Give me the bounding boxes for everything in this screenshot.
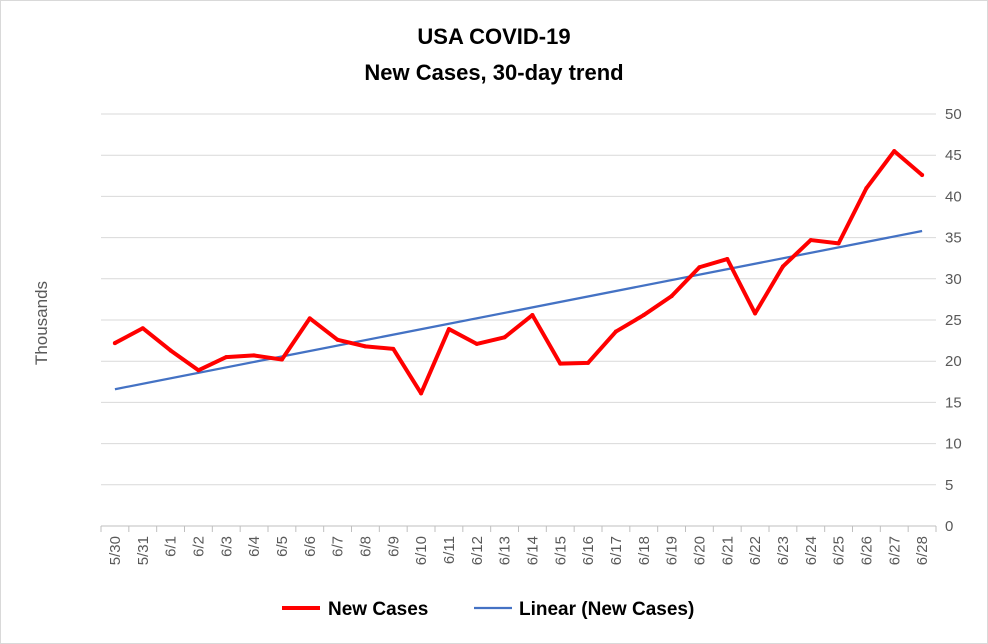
- y-tick-label: 5: [945, 477, 953, 494]
- data-point-new-cases: [279, 357, 284, 362]
- x-tick-label: 6/15: [552, 536, 569, 565]
- trendline-linear: [114, 229, 923, 391]
- data-point-new-cases: [558, 361, 563, 366]
- legend-label-linear-trend: Linear (New Cases): [519, 599, 694, 620]
- x-tick-label: 6/22: [747, 536, 764, 565]
- data-point-new-cases: [697, 265, 702, 270]
- data-point-new-cases: [892, 149, 897, 154]
- y-axis-tick-labels: 0 5 10 15 20 25 30 35 40 45 50: [945, 106, 962, 535]
- y-tick-label: 35: [945, 230, 962, 247]
- x-tick-label: 6/24: [803, 536, 820, 565]
- x-tick-label: 6/13: [497, 536, 514, 565]
- x-tick-label: 6/28: [914, 536, 931, 565]
- data-point-new-cases: [363, 344, 368, 349]
- data-point-new-cases: [140, 326, 145, 331]
- data-point-new-cases: [530, 313, 535, 318]
- y-tick-label: 45: [945, 147, 962, 164]
- y-tick-label: 15: [945, 394, 962, 411]
- x-tick-label: 6/19: [664, 536, 681, 565]
- data-point-new-cases: [252, 353, 257, 358]
- data-point-new-cases: [335, 337, 340, 342]
- data-point-new-cases: [586, 360, 591, 365]
- y-tick-label: 0: [945, 518, 953, 535]
- x-tick-label: 6/18: [636, 536, 653, 565]
- series-group: [112, 149, 925, 396]
- x-tick-label: 6/21: [719, 536, 736, 565]
- y-axis-title: Thousands: [32, 281, 51, 365]
- data-point-new-cases: [474, 341, 479, 346]
- data-point-new-cases: [864, 186, 869, 191]
- y-tick-label: 10: [945, 436, 962, 453]
- y-tick-label: 30: [945, 271, 962, 288]
- data-point-new-cases: [780, 264, 785, 269]
- x-tick-label: 6/2: [190, 536, 207, 557]
- x-tick-label: 6/14: [524, 536, 541, 565]
- x-tick-label: 6/25: [831, 536, 848, 565]
- x-tick-label: 6/12: [469, 536, 486, 565]
- data-point-new-cases: [224, 355, 229, 360]
- x-tick-label: 6/5: [274, 536, 291, 557]
- x-tick-label: 6/26: [858, 536, 875, 565]
- data-point-new-cases: [112, 341, 117, 346]
- x-tick-label: 6/6: [302, 536, 319, 557]
- y-tick-label: 20: [945, 353, 962, 370]
- x-tick-label: 6/8: [357, 536, 374, 557]
- data-point-new-cases: [391, 346, 396, 351]
- data-point-new-cases: [641, 313, 646, 318]
- data-point-new-cases: [753, 311, 758, 316]
- x-tick-label: 5/30: [107, 536, 124, 565]
- x-tick-label: 6/4: [246, 536, 263, 557]
- x-tick-label: 6/3: [218, 536, 235, 557]
- x-tick-label: 6/9: [385, 536, 402, 557]
- data-point-new-cases: [725, 257, 730, 262]
- data-point-new-cases: [613, 329, 618, 334]
- data-point-new-cases: [502, 335, 507, 340]
- data-point-new-cases: [920, 172, 925, 177]
- legend-label-new-cases: New Cases: [328, 599, 428, 620]
- data-point-new-cases: [669, 294, 674, 299]
- x-tick-label: 6/1: [163, 536, 180, 557]
- data-point-new-cases: [808, 238, 813, 243]
- x-tick-label: 6/7: [330, 536, 347, 557]
- chart-title-line-2: New Cases, 30-day trend: [364, 60, 623, 85]
- chart-title-line-1: USA COVID-19: [417, 24, 570, 49]
- data-point-new-cases: [836, 241, 841, 246]
- gridlines: [101, 113, 936, 486]
- data-point-new-cases: [446, 327, 451, 332]
- x-tick-label: 6/16: [580, 536, 597, 565]
- data-point-new-cases: [196, 368, 201, 373]
- x-tick-label: 6/11: [441, 536, 458, 564]
- data-point-new-cases: [168, 348, 173, 353]
- x-tick-label: 6/10: [413, 536, 430, 565]
- y-tick-label: 50: [945, 106, 962, 123]
- x-tick-label: 6/17: [608, 536, 625, 565]
- legend: New Cases Linear (New Cases): [282, 599, 694, 620]
- x-tick-label: 6/27: [886, 536, 903, 565]
- x-axis: 5/30 5/31 6/1 6/2 6/3 6/4 6/5 6/6 6/7 6/8 6/9 6/10 6…: [100, 525, 937, 565]
- x-tick-label: 6/20: [691, 536, 708, 565]
- data-point-new-cases: [419, 391, 424, 396]
- x-tick-label: 6/23: [775, 536, 792, 565]
- data-point-new-cases: [307, 316, 312, 321]
- x-tick-label: 5/31: [135, 536, 152, 565]
- y-tick-label: 40: [945, 188, 962, 205]
- y-tick-label: 25: [945, 312, 962, 329]
- series-line-new-cases: [112, 149, 925, 396]
